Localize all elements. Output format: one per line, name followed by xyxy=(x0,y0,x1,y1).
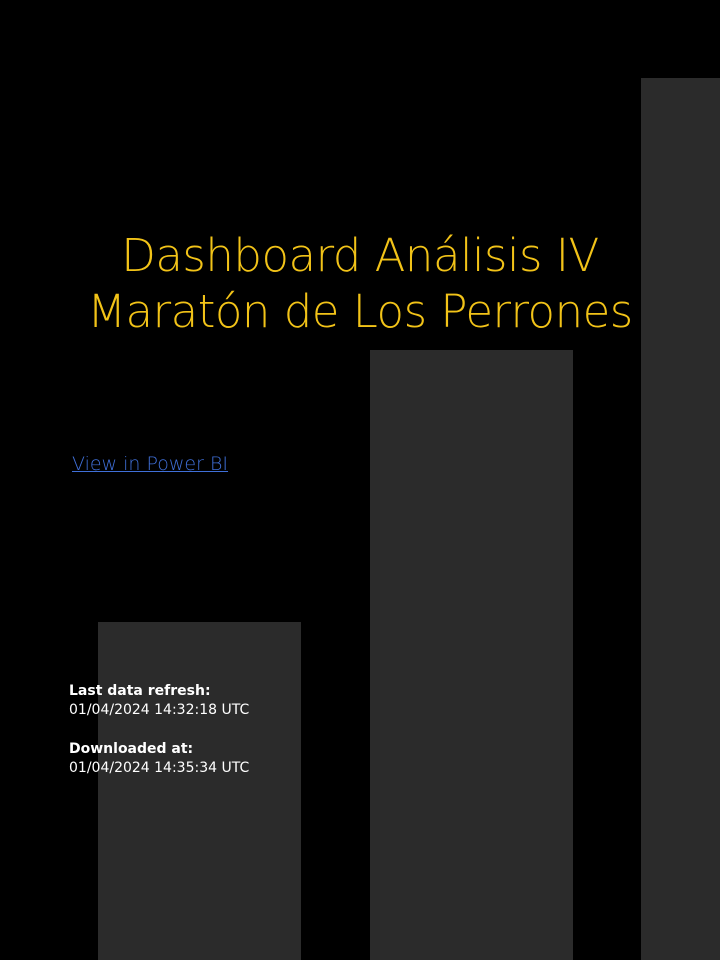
page-title: Dashboard Análisis IV Maratón de Los Per… xyxy=(0,228,720,340)
last-refresh-label: Last data refresh: xyxy=(69,683,211,699)
title-line-1: Dashboard Análisis IV xyxy=(121,229,599,282)
decorative-bar-medium xyxy=(370,350,573,960)
last-refresh-value: 01/04/2024 14:32:18 UTC xyxy=(69,702,250,718)
downloaded-at-value: 01/04/2024 14:35:34 UTC xyxy=(69,760,250,776)
decorative-bar-short xyxy=(98,622,301,960)
downloaded-at-label: Downloaded at: xyxy=(69,741,194,757)
downloaded-at-info: Downloaded at: 01/04/2024 14:35:34 UTC xyxy=(69,740,249,778)
last-refresh-info: Last data refresh: 01/04/2024 14:32:18 U… xyxy=(69,682,249,720)
title-line-2: Maratón de Los Perrones xyxy=(87,285,633,338)
decorative-bar-tall xyxy=(641,78,720,960)
view-in-power-bi-link[interactable]: View in Power BI xyxy=(72,453,229,475)
